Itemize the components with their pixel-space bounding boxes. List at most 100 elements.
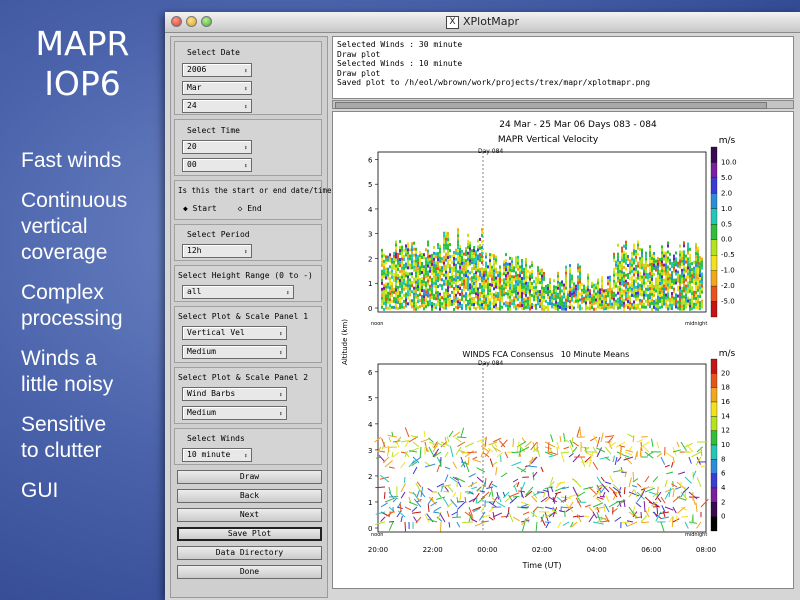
velocity-cell xyxy=(491,265,493,269)
velocity-cell xyxy=(699,259,701,263)
velocity-cell xyxy=(511,269,513,273)
velocity-cell xyxy=(695,284,697,288)
month-select[interactable]: Mar ⬍ xyxy=(182,81,252,95)
velocity-cell xyxy=(403,281,405,285)
panel-1-scale-select[interactable]: Medium ⬍ xyxy=(182,345,287,359)
wind-barb xyxy=(625,449,634,453)
zoom-button[interactable] xyxy=(201,16,212,27)
velocity-cell xyxy=(629,286,631,290)
velocity-cell xyxy=(687,251,689,255)
velocity-cell xyxy=(425,281,427,285)
velocity-cell xyxy=(415,286,417,290)
done-button[interactable]: Done xyxy=(177,565,322,579)
velocity-cell xyxy=(599,288,601,292)
back-button[interactable]: Back xyxy=(177,489,322,503)
velocity-cell xyxy=(409,287,411,291)
velocity-cell xyxy=(425,263,427,267)
velocity-cell xyxy=(677,270,679,274)
next-button[interactable]: Next xyxy=(177,508,322,522)
window-titlebar[interactable]: X XPlotMapr xyxy=(165,12,800,33)
panel-2-plot-select[interactable]: Wind Barbs ⬍ xyxy=(182,387,287,401)
velocity-cell xyxy=(507,265,509,269)
velocity-cell xyxy=(415,301,417,305)
velocity-cell xyxy=(435,306,437,310)
velocity-cell xyxy=(611,305,613,309)
velocity-cell xyxy=(447,301,449,305)
end-radio[interactable]: ◇ End xyxy=(237,204,262,213)
close-button[interactable] xyxy=(171,16,182,27)
velocity-cell xyxy=(539,299,541,303)
velocity-cell xyxy=(409,284,411,288)
velocity-cell xyxy=(477,302,479,306)
velocity-cell xyxy=(399,270,401,274)
velocity-cell xyxy=(689,298,691,302)
velocity-cell xyxy=(441,305,443,309)
velocity-cell xyxy=(665,251,667,255)
velocity-cell xyxy=(657,271,659,275)
velocity-cell xyxy=(629,268,631,272)
draw-button[interactable]: Draw xyxy=(177,470,322,484)
velocity-cell xyxy=(635,276,637,280)
data-directory-button[interactable]: Data Directory xyxy=(177,546,322,560)
velocity-cell xyxy=(449,255,451,259)
velocity-cell xyxy=(489,274,491,278)
velocity-cell xyxy=(627,297,629,301)
wind-barb xyxy=(700,464,707,468)
log-horizontal-scrollbar[interactable] xyxy=(332,100,794,109)
wind-barb xyxy=(392,452,400,458)
velocity-cell xyxy=(629,259,631,263)
velocity-cell xyxy=(531,293,533,297)
velocity-cell xyxy=(673,296,675,300)
panel-2-y-tick-label: 3 xyxy=(368,447,372,455)
velocity-cell xyxy=(511,257,513,261)
year-select[interactable]: 2006 ⬍ xyxy=(182,63,252,77)
velocity-cell xyxy=(673,287,675,291)
minimize-button[interactable] xyxy=(186,16,197,27)
panel-1-plot-select[interactable]: Vertical Vel ⬍ xyxy=(182,326,287,340)
wind-barb xyxy=(651,501,658,507)
velocity-cell xyxy=(613,276,615,280)
day-select[interactable]: 24 ⬍ xyxy=(182,99,252,113)
save-plot-button[interactable]: Save Plot xyxy=(177,527,322,541)
hour-select[interactable]: 20 ⬍ xyxy=(182,140,252,154)
height-range-select[interactable]: all ⬍ xyxy=(182,285,294,299)
scrollbar-thumb[interactable] xyxy=(335,102,767,109)
wind-barb xyxy=(400,483,406,493)
velocity-cell xyxy=(639,283,641,287)
velocity-cell xyxy=(541,268,543,272)
velocity-cell xyxy=(487,280,489,284)
velocity-cell xyxy=(443,240,445,244)
velocity-cell xyxy=(695,266,697,270)
wind-barb xyxy=(644,451,654,459)
velocity-cell xyxy=(469,253,471,257)
velocity-cell xyxy=(637,285,639,289)
wind-barb xyxy=(584,456,592,463)
winds-select[interactable]: 10 minute ⬍ xyxy=(182,448,252,462)
velocity-cell xyxy=(687,281,689,285)
velocity-cell xyxy=(523,276,525,280)
velocity-cell xyxy=(697,276,699,280)
panel-2-scale-select[interactable]: Medium ⬍ xyxy=(182,406,287,420)
wind-barb xyxy=(603,504,606,513)
velocity-cell xyxy=(453,307,455,311)
velocity-cell xyxy=(633,243,635,247)
velocity-cell xyxy=(503,302,505,306)
velocity-cell xyxy=(615,293,617,297)
velocity-cell xyxy=(467,284,469,288)
velocity-cell xyxy=(447,244,449,248)
velocity-cell xyxy=(385,288,387,292)
velocity-cell xyxy=(403,272,405,276)
velocity-cell xyxy=(533,304,535,308)
start-radio[interactable]: ◆ Start xyxy=(183,204,217,213)
velocity-cell xyxy=(433,272,435,276)
velocity-cell xyxy=(485,279,487,283)
velocity-cell xyxy=(521,289,523,293)
wind-barb xyxy=(440,441,451,448)
minute-select[interactable]: 00 ⬍ xyxy=(182,158,252,172)
velocity-cell xyxy=(629,262,631,266)
wind-barb xyxy=(623,456,634,461)
period-select[interactable]: 12h ⬍ xyxy=(182,244,252,258)
velocity-cell xyxy=(653,266,655,270)
velocity-cell xyxy=(679,274,681,278)
message-log[interactable]: Selected Winds : 30 minute Draw plot Sel… xyxy=(332,36,794,99)
